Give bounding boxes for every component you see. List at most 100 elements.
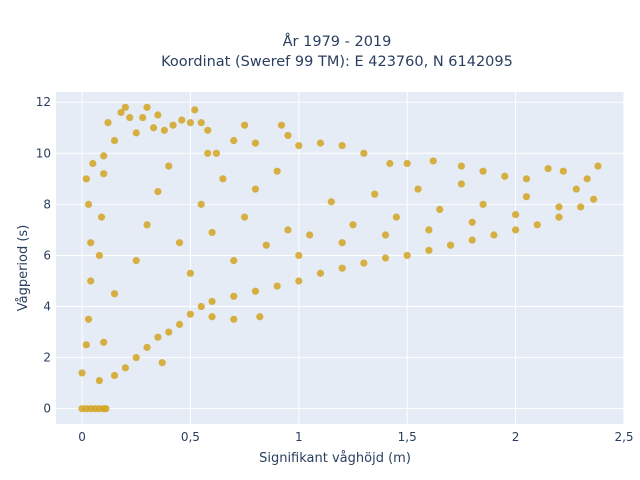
y-tick-label: 4 (43, 300, 51, 314)
data-point (100, 152, 108, 160)
data-point (284, 131, 292, 140)
data-point (414, 185, 422, 193)
data-point (457, 180, 466, 188)
data-point (479, 200, 487, 208)
data-point (338, 264, 346, 272)
data-point (273, 282, 281, 290)
data-point (149, 124, 158, 132)
data-point (392, 213, 400, 221)
data-point (522, 175, 531, 183)
data-point (544, 165, 552, 173)
y-tick-label: 2 (43, 351, 51, 365)
data-point (479, 167, 487, 175)
data-point (121, 364, 129, 372)
data-point (429, 157, 437, 165)
data-point (425, 226, 433, 234)
data-point (100, 170, 108, 178)
data-point (230, 315, 238, 323)
data-point (349, 221, 357, 229)
data-point (522, 193, 531, 201)
data-point (160, 126, 168, 134)
data-point (139, 113, 147, 122)
data-point (175, 239, 184, 247)
data-point (97, 213, 106, 221)
x-tick-label: 2 (512, 430, 520, 444)
data-point (386, 159, 394, 168)
data-point (132, 129, 140, 137)
data-point (186, 269, 195, 277)
data-point (110, 136, 119, 145)
data-point (208, 313, 216, 321)
data-point (121, 103, 129, 111)
data-point (316, 139, 325, 147)
data-point (154, 333, 162, 341)
chart-title: År 1979 - 2019 (283, 33, 392, 50)
data-point (338, 239, 346, 247)
data-point (295, 142, 303, 150)
data-point (104, 119, 112, 127)
data-point (100, 338, 108, 346)
data-point (208, 228, 216, 237)
data-point (208, 297, 216, 306)
data-point (212, 149, 221, 157)
y-tick-label: 8 (43, 197, 51, 211)
data-point (277, 121, 286, 129)
data-point (197, 119, 205, 127)
data-point (78, 369, 86, 377)
data-point (154, 111, 162, 119)
data-point (284, 226, 292, 234)
chart-subtitle: Koordinat (Sweref 99 TM): E 423760, N 61… (161, 54, 513, 70)
data-point (555, 203, 563, 211)
data-point (512, 210, 520, 219)
data-point (425, 246, 433, 254)
data-point (110, 290, 119, 298)
data-point (241, 121, 249, 129)
data-point (371, 190, 379, 198)
data-point (559, 167, 567, 175)
plot-area (56, 92, 624, 424)
data-point (158, 359, 166, 367)
data-point (165, 162, 173, 170)
x-axis-title: Signifikant våghöjd (m) (259, 451, 411, 466)
data-point (572, 185, 580, 193)
data-point (262, 241, 270, 249)
data-point (583, 175, 591, 183)
data-point (186, 119, 195, 127)
data-point (230, 136, 238, 145)
x-tick-label: 2,5 (614, 430, 633, 444)
data-point (197, 302, 205, 311)
y-tick-label: 12 (36, 95, 51, 109)
data-point (186, 310, 195, 318)
data-point (89, 159, 97, 168)
data-point (82, 175, 90, 183)
data-point (204, 126, 212, 134)
data-point (594, 162, 602, 170)
data-point (256, 313, 264, 321)
data-point (95, 376, 103, 385)
data-point (295, 277, 303, 285)
data-point (501, 172, 509, 180)
data-point (316, 269, 325, 277)
data-point (169, 121, 177, 129)
data-point (102, 405, 110, 413)
data-point (126, 113, 134, 122)
data-point (143, 221, 151, 229)
data-point (165, 328, 173, 336)
data-point (306, 231, 314, 239)
y-tick-label: 10 (36, 146, 51, 160)
data-point (457, 162, 466, 170)
data-point (95, 251, 103, 260)
data-point (241, 213, 249, 221)
data-point (143, 343, 151, 351)
data-point (230, 256, 238, 265)
data-point (143, 103, 151, 111)
x-tick-label: 0,5 (181, 430, 200, 444)
data-point (87, 239, 95, 247)
data-point (360, 149, 368, 157)
data-point (327, 198, 335, 206)
data-point (381, 231, 390, 239)
grid-lines (56, 92, 625, 424)
y-tick-label: 0 (43, 402, 51, 416)
data-point (555, 213, 563, 221)
